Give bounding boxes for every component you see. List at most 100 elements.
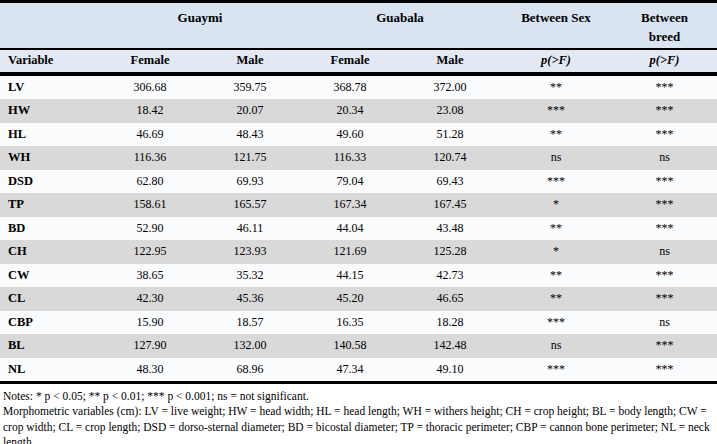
guabala-female-value-cell: 140.58 <box>300 334 400 358</box>
between-sex-significance-cell: ** <box>500 287 612 311</box>
variable-code-cell: WH <box>0 146 100 170</box>
guaymi-male-value-cell: 132.00 <box>200 334 300 358</box>
guaymi-female-value-cell: 48.30 <box>100 358 200 383</box>
guabala-male-value-cell: 18.28 <box>400 311 500 335</box>
between-breed-significance-cell: *** <box>612 334 717 358</box>
table-row: WH 116.36 121.75 116.33 120.74 ns ns <box>0 146 717 170</box>
between-sex-significance-cell: * <box>500 240 612 264</box>
guaymi-female-value-cell: 42.30 <box>100 287 200 311</box>
between-breed-significance-cell: *** <box>612 74 717 100</box>
variable-code-cell: HL <box>0 123 100 147</box>
between-breed-significance-cell: *** <box>612 170 717 194</box>
between-sex-significance-cell: ns <box>500 334 612 358</box>
group-header-row: Guaymi Guabala Between Sex Between breed <box>0 2 717 49</box>
guaymi-female-value-cell: 127.90 <box>100 334 200 358</box>
group-header-empty <box>0 2 100 49</box>
table-row: BD 52.90 46.11 44.04 43.48 ** *** <box>0 217 717 241</box>
guabala-female-value-cell: 49.60 <box>300 123 400 147</box>
guabala-female-value-cell: 44.04 <box>300 217 400 241</box>
guaymi-male-value-cell: 69.93 <box>200 170 300 194</box>
variable-code-cell: BD <box>0 217 100 241</box>
guabala-female-value-cell: 79.04 <box>300 170 400 194</box>
column-header-row: Variable Female Male Female Male p(>F) p… <box>0 49 717 74</box>
guaymi-female-value-cell: 38.65 <box>100 264 200 288</box>
guaymi-male-value-cell: 35.32 <box>200 264 300 288</box>
guabala-female-value-cell: 16.35 <box>300 311 400 335</box>
guabala-male-value-cell: 167.45 <box>400 193 500 217</box>
guaymi-female-value-cell: 46.69 <box>100 123 200 147</box>
between-sex-significance-cell: * <box>500 193 612 217</box>
guabala-male-value-cell: 69.43 <box>400 170 500 194</box>
between-breed-significance-cell: *** <box>612 99 717 123</box>
variable-code-cell: CBP <box>0 311 100 335</box>
significance-note: Notes: * p < 0.05; ** p < 0.01; *** p < … <box>3 389 712 404</box>
group-header-between-sex-label: Between Sex <box>521 10 591 25</box>
group-header-between-breed: Between breed <box>612 2 717 49</box>
guaymi-female-value-cell: 116.36 <box>100 146 200 170</box>
variable-code-cell: TP <box>0 193 100 217</box>
morphometric-table: Guaymi Guabala Between Sex Between breed… <box>0 0 717 384</box>
column-header-p-breed: p(>F) <box>612 49 717 74</box>
variable-code-cell: DSD <box>0 170 100 194</box>
table-notes: Notes: * p < 0.05; ** p < 0.01; *** p < … <box>0 384 717 444</box>
variable-code-cell: BL <box>0 334 100 358</box>
table-row: HW 18.42 20.07 20.34 23.08 *** *** <box>0 99 717 123</box>
between-sex-significance-cell: ** <box>500 264 612 288</box>
guaymi-male-value-cell: 18.57 <box>200 311 300 335</box>
between-breed-significance-cell: *** <box>612 287 717 311</box>
between-sex-significance-cell: *** <box>500 311 612 335</box>
variable-code-cell: CW <box>0 264 100 288</box>
variable-code-cell: CH <box>0 240 100 264</box>
between-breed-significance-cell: ns <box>612 146 717 170</box>
group-header-guabala-label: Guabala <box>376 10 424 25</box>
guaymi-female-value-cell: 158.61 <box>100 193 200 217</box>
guaymi-female-value-cell: 18.42 <box>100 99 200 123</box>
table-body: LV 306.68 359.75 368.78 372.00 ** *** HW… <box>0 74 717 383</box>
guabala-female-value-cell: 47.34 <box>300 358 400 383</box>
table-row: LV 306.68 359.75 368.78 372.00 ** *** <box>0 74 717 100</box>
between-breed-significance-cell: *** <box>612 193 717 217</box>
guabala-female-value-cell: 20.34 <box>300 99 400 123</box>
guaymi-male-value-cell: 359.75 <box>200 74 300 100</box>
group-header-guaymi: Guaymi <box>100 2 300 49</box>
guabala-female-value-cell: 121.69 <box>300 240 400 264</box>
variable-code-cell: CL <box>0 287 100 311</box>
guaymi-female-value-cell: 62.80 <box>100 170 200 194</box>
guabala-male-value-cell: 51.28 <box>400 123 500 147</box>
group-header-between-sex: Between Sex <box>500 2 612 49</box>
column-header-variable: Variable <box>0 49 100 74</box>
column-header-guaymi-male: Male <box>200 49 300 74</box>
guabala-female-value-cell: 368.78 <box>300 74 400 100</box>
between-sex-significance-cell: ** <box>500 74 612 100</box>
between-breed-significance-cell: *** <box>612 264 717 288</box>
guaymi-male-value-cell: 48.43 <box>200 123 300 147</box>
between-breed-significance-cell: ns <box>612 311 717 335</box>
column-header-guabala-male: Male <box>400 49 500 74</box>
between-sex-significance-cell: ** <box>500 217 612 241</box>
between-sex-significance-cell: *** <box>500 358 612 383</box>
guabala-male-value-cell: 23.08 <box>400 99 500 123</box>
guabala-male-value-cell: 120.74 <box>400 146 500 170</box>
column-header-p-sex: p(>F) <box>500 49 612 74</box>
guaymi-female-value-cell: 52.90 <box>100 217 200 241</box>
guaymi-male-value-cell: 68.96 <box>200 358 300 383</box>
guaymi-female-value-cell: 15.90 <box>100 311 200 335</box>
guaymi-male-value-cell: 121.75 <box>200 146 300 170</box>
between-sex-significance-cell: ns <box>500 146 612 170</box>
page: Guaymi Guabala Between Sex Between breed… <box>0 0 717 444</box>
guaymi-female-value-cell: 122.95 <box>100 240 200 264</box>
between-breed-significance-cell: *** <box>612 217 717 241</box>
between-breed-significance-cell: *** <box>612 123 717 147</box>
guabala-male-value-cell: 42.73 <box>400 264 500 288</box>
column-header-guabala-female: Female <box>300 49 400 74</box>
guaymi-male-value-cell: 45.36 <box>200 287 300 311</box>
abbreviations-note: Morphometric variables (cm): LV = live w… <box>3 404 712 444</box>
group-header-guaymi-label: Guaymi <box>178 10 223 25</box>
guabala-male-value-cell: 46.65 <box>400 287 500 311</box>
group-header-between-breed-label: Between breed <box>634 9 696 47</box>
table-row: CW 38.65 35.32 44.15 42.73 ** *** <box>0 264 717 288</box>
table-row: HL 46.69 48.43 49.60 51.28 ** *** <box>0 123 717 147</box>
guabala-male-value-cell: 372.00 <box>400 74 500 100</box>
guabala-male-value-cell: 142.48 <box>400 334 500 358</box>
group-header-guabala: Guabala <box>300 2 500 49</box>
